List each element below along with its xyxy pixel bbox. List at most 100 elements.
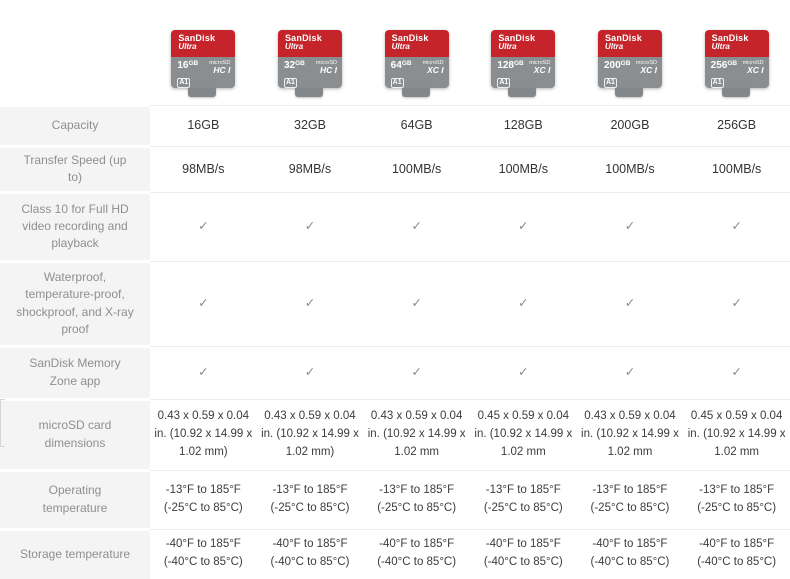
table-row-storage-temperature: Storage temperature -40°F to 185°F (-40°… [0, 527, 790, 579]
product-card-16gb[interactable]: SanDisk Ultra 16GB A1 microSD HC I [150, 30, 257, 104]
microsd-card-image[interactable]: SanDisk Ultra 256GB A1 microSD XC I [704, 30, 769, 97]
microsd-card-image[interactable]: SanDisk Ultra 32GB A1 microSD HC I [277, 30, 342, 97]
card-capacity-label: 128GB [497, 60, 524, 71]
brand-logo: SanDisk [711, 33, 749, 43]
brand-logo: SanDisk [604, 33, 642, 43]
row-label: Class 10 for Full HD video recording and… [0, 190, 150, 262]
card-right-text: microSD HC I [316, 60, 337, 88]
a1-badge-icon: A1 [603, 78, 617, 88]
microsd-logo: microSD [209, 60, 231, 66]
table-cell: -13°F to 185°F (-25°C to 85°C) [683, 469, 790, 530]
row-label: Waterproof, temperature-proof, shockproo… [0, 259, 150, 347]
card-body: SanDisk Ultra 256GB A1 microSD XC I [704, 30, 769, 88]
product-line-label: Ultra [178, 42, 197, 52]
table-row-capacity: Capacity 16GB 32GB 64GB 128GB 200GB 256G… [0, 104, 790, 147]
table-cell: 0.43 x 0.59 x 0.04 in. (10.92 x 14.99 x … [150, 398, 257, 471]
check-icon: ✓ [624, 218, 636, 233]
card-red-band: SanDisk Ultra [277, 30, 342, 57]
check-icon: ✓ [731, 295, 742, 310]
table-cell: 256GB [683, 105, 790, 147]
microsd-card-image[interactable]: SanDisk Ultra 64GB A1 microSD XC I [384, 30, 449, 97]
table-cell: ✓ [469, 345, 577, 400]
card-right-text: microSD XC I [636, 60, 657, 88]
microsd-card-image[interactable]: SanDisk Ultra 200GB A1 microSD XC I [597, 30, 662, 97]
table-cell: -40°F to 185°F (-40°C to 85°C) [469, 528, 577, 579]
check-icon: ✓ [304, 218, 316, 233]
table-cell: ✓ [683, 260, 790, 347]
table-cell: ✓ [150, 260, 257, 347]
microsd-card-image[interactable]: SanDisk Ultra 128GB A1 microSD XC I [491, 30, 556, 97]
table-cell: 100MB/s [576, 146, 684, 193]
microsd-logo: microSD [422, 60, 444, 66]
microsd-card-image[interactable]: SanDisk Ultra 16GB A1 microSD HC I [171, 30, 236, 97]
product-line-label: Ultra [711, 42, 730, 52]
row-label: Capacity [0, 104, 150, 147]
table-cell: ✓ [363, 345, 470, 400]
brand-logo: SanDisk [178, 33, 216, 43]
card-type-logo: HC I [213, 65, 231, 76]
table-cell: 128GB [469, 105, 577, 147]
product-card-200gb[interactable]: SanDisk Ultra 200GB A1 microSD XC I [577, 30, 684, 104]
check-icon: ✓ [198, 218, 209, 233]
product-card-32gb[interactable]: SanDisk Ultra 32GB A1 microSD HC I [257, 30, 364, 104]
check-icon: ✓ [198, 295, 209, 310]
card-capacity-label: 200GB [603, 60, 631, 71]
table-cell: 0.43 x 0.59 x 0.04 in. (10.92 x 14.99 x … [256, 398, 364, 471]
card-right-text: microSD XC I [743, 60, 764, 88]
table-row-class10: Class 10 for Full HD video recording and… [0, 190, 790, 262]
a1-badge-icon: A1 [710, 78, 724, 88]
table-row-proof: Waterproof, temperature-proof, shockproo… [0, 259, 790, 347]
card-gray-band: 64GB A1 microSD XC I [384, 57, 449, 88]
card-pin-tab [188, 88, 217, 97]
product-card-256gb[interactable]: SanDisk Ultra 256GB A1 microSD XC I [683, 30, 790, 104]
a1-badge-icon: A1 [497, 78, 511, 88]
table-row-memory-zone-app: SanDisk Memory Zone app ✓ ✓ ✓ ✓ ✓ ✓ [0, 344, 790, 400]
table-cell: 100MB/s [469, 146, 577, 193]
card-red-band: SanDisk Ultra [597, 30, 662, 57]
card-body: SanDisk Ultra 16GB A1 microSD HC I [171, 30, 236, 88]
check-icon: ✓ [731, 218, 742, 233]
product-card-128gb[interactable]: SanDisk Ultra 128GB A1 microSD XC I [470, 30, 577, 104]
table-cell: 64GB [363, 105, 470, 147]
table-cell: ✓ [683, 345, 790, 400]
product-line-label: Ultra [604, 42, 624, 52]
table-cell: 200GB [576, 105, 684, 147]
microsd-logo: microSD [529, 60, 551, 66]
check-icon: ✓ [411, 295, 422, 310]
table-cell: 0.43 x 0.59 x 0.04 in. (10.92 x 14.99 x … [576, 398, 684, 471]
brand-logo: SanDisk [284, 33, 322, 43]
card-right-text: microSD HC I [209, 60, 230, 88]
card-gray-band: 32GB A1 microSD HC I [277, 57, 342, 88]
table-cell: 0.45 x 0.59 x 0.04 in. (10.92 x 14.99 x … [469, 398, 577, 471]
card-right-text: microSD XC I [423, 60, 444, 88]
card-body: SanDisk Ultra 32GB A1 microSD HC I [277, 30, 342, 88]
table-cell: ✓ [576, 260, 684, 347]
card-gray-band: 16GB A1 microSD HC I [171, 57, 236, 88]
product-card-64gb[interactable]: SanDisk Ultra 64GB A1 microSD XC I [363, 30, 470, 104]
card-pin-tab [721, 88, 750, 97]
a1-badge-icon: A1 [390, 78, 404, 88]
check-icon: ✓ [624, 364, 636, 379]
table-cell: 0.43 x 0.59 x 0.04 in. (10.92 x 14.99 x … [363, 398, 470, 471]
check-icon: ✓ [198, 364, 209, 379]
card-capacity-label: 256GB [710, 60, 738, 71]
table-cell: -13°F to 185°F (-25°C to 85°C) [150, 469, 257, 530]
row-label: Operating temperature [0, 468, 150, 530]
table-cell: -13°F to 185°F (-25°C to 85°C) [363, 469, 470, 530]
table-cell: -13°F to 185°F (-25°C to 85°C) [256, 469, 364, 530]
card-left-text: 256GB A1 [710, 60, 738, 88]
card-body: SanDisk Ultra 128GB A1 microSD XC I [491, 30, 556, 88]
table-row-transfer-speed: Transfer Speed (up to) 98MB/s 98MB/s 100… [0, 145, 790, 193]
table-cell: 16GB [150, 105, 257, 147]
card-red-band: SanDisk Ultra [491, 30, 556, 57]
card-red-band: SanDisk Ultra [384, 30, 449, 57]
table-cell: -40°F to 185°F (-40°C to 85°C) [150, 528, 257, 579]
card-left-text: 16GB A1 [177, 60, 198, 88]
row-label: microSD card dimensions [0, 397, 150, 471]
a1-badge-icon: A1 [177, 78, 191, 88]
check-icon: ✓ [518, 218, 529, 233]
table-cell: ✓ [363, 260, 470, 347]
table-cell: -40°F to 185°F (-40°C to 85°C) [256, 528, 364, 579]
table-cell: 100MB/s [683, 146, 790, 193]
check-icon: ✓ [624, 295, 636, 310]
